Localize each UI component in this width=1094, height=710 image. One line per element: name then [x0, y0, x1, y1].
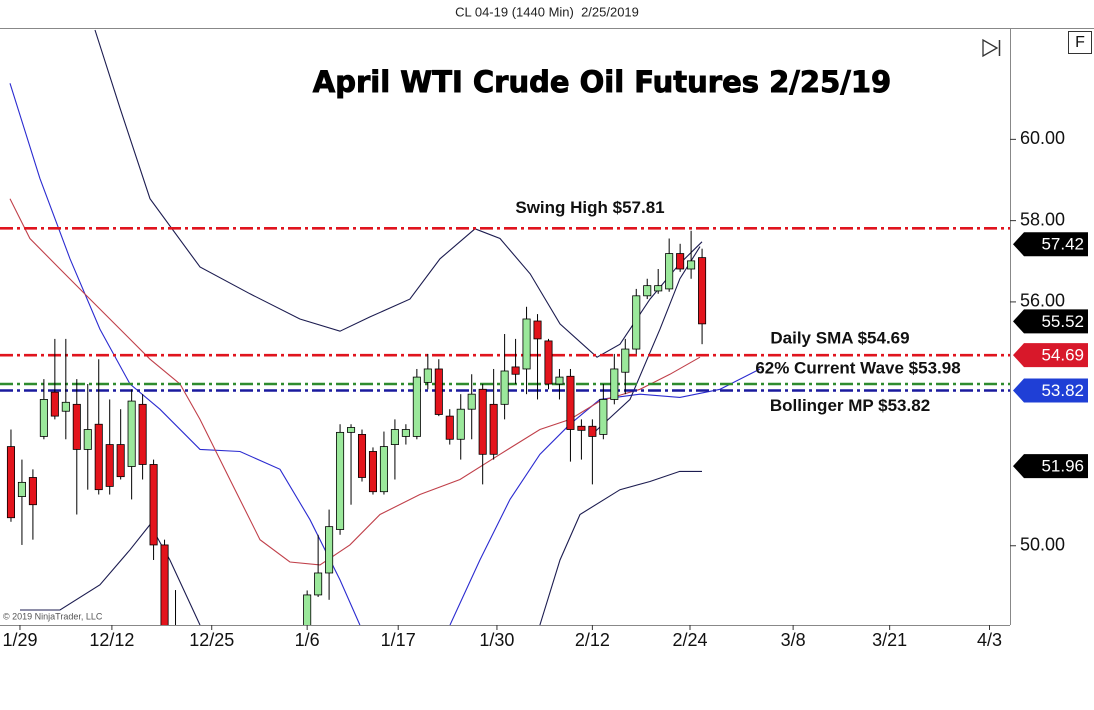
candle-body: [511, 366, 520, 375]
candle-body: [544, 340, 553, 385]
candle-body: [72, 403, 81, 450]
level-label: Daily SMA $54.69: [770, 329, 909, 348]
x-tick-label: 3/21: [872, 630, 907, 650]
candle-body: [577, 425, 586, 431]
candle-body: [566, 375, 575, 430]
candle-body: [654, 285, 663, 292]
price-badge: [1013, 378, 1088, 403]
price-badge: [1013, 343, 1088, 368]
play-triangle[interactable]: [982, 38, 999, 58]
y-tick-label: 50.00: [1020, 535, 1065, 555]
price-badge-label: 57.42: [1041, 235, 1084, 254]
f-button-label[interactable]: F: [1075, 34, 1085, 51]
x-tick-label: 1/29: [2, 630, 37, 650]
candle-body: [665, 253, 674, 290]
chart-title: April WTI Crude Oil Futures 2/25/19: [313, 65, 891, 99]
candle-body: [456, 408, 465, 440]
y-tick-label: 60.00: [1020, 128, 1065, 148]
candle-body: [368, 451, 377, 493]
candle-body: [6, 446, 15, 519]
candle-body: [127, 400, 136, 467]
x-tick-label: 12/25: [189, 630, 234, 650]
candle-body: [467, 393, 476, 410]
candle-body: [390, 429, 399, 445]
x-tick-label: 2/12: [575, 630, 610, 650]
price-badge-label: 54.69: [1041, 346, 1084, 365]
candle-body: [500, 370, 509, 405]
x-tick-label: 3/8: [781, 630, 806, 650]
level-label: Bollinger MP $53.82: [770, 396, 930, 415]
indicator-line: [539, 470, 702, 625]
candle-body: [555, 376, 564, 385]
candle-body: [698, 257, 707, 325]
candle-body: [588, 425, 597, 437]
candle-body: [533, 320, 542, 340]
y-tick-label: 56.00: [1020, 291, 1065, 311]
window-header: CL 04-19 (1440 Min) 2/25/2019: [455, 4, 639, 19]
candle-body: [445, 415, 454, 440]
candle-body: [379, 446, 388, 493]
candle-body: [149, 464, 158, 546]
price-badge-label: 55.52: [1041, 312, 1084, 331]
x-tick-label: 2/24: [672, 630, 707, 650]
candle-body: [676, 253, 685, 270]
candle-body: [643, 285, 652, 297]
copyright: © 2019 NinjaTrader, LLC: [3, 611, 103, 621]
price-badge: [1013, 232, 1088, 257]
indicator-line: [9, 83, 361, 625]
candle-body: [489, 403, 498, 455]
y-tick-label: 58.00: [1020, 209, 1065, 229]
price-badge-label: 51.96: [1041, 457, 1084, 476]
x-tick-label: 1/30: [479, 630, 514, 650]
candle-body: [83, 429, 92, 450]
candle-body: [325, 526, 334, 574]
x-tick-label: 1/6: [295, 630, 320, 650]
indicator-line: [94, 29, 703, 358]
candle-body: [347, 427, 356, 433]
candle-body: [94, 423, 103, 491]
x-tick-label: 12/12: [89, 630, 134, 650]
candle-body: [610, 368, 619, 400]
x-tick-label: 1/17: [381, 630, 416, 650]
candle-body: [621, 348, 630, 373]
f-button[interactable]: [1068, 31, 1092, 54]
candle-body: [632, 295, 641, 350]
candle-body: [61, 401, 70, 412]
plot-area: [0, 29, 1010, 625]
level-label: Swing High $57.81: [515, 198, 664, 217]
candle-body: [314, 572, 323, 596]
candle-body: [39, 399, 48, 437]
price-badge: [1013, 309, 1088, 334]
candle-body: [50, 391, 59, 417]
candle-body: [401, 429, 410, 437]
candle-body: [478, 388, 487, 455]
candle-body: [303, 594, 312, 625]
indicator-line: [594, 246, 701, 433]
candle-body: [357, 433, 367, 478]
indicator-line: [449, 368, 761, 625]
candle-body: [434, 368, 443, 415]
candle-body: [412, 376, 421, 437]
candle-body: [28, 477, 37, 506]
price-badge: [1013, 454, 1088, 479]
play-icon[interactable]: [982, 38, 1001, 58]
candle-body: [522, 318, 531, 370]
candle-body: [423, 368, 432, 383]
candle-body: [336, 431, 345, 530]
candle-body: [599, 399, 608, 435]
candle-body: [138, 403, 147, 465]
indicator-line: [9, 198, 701, 566]
candle-body: [105, 444, 114, 487]
candle-body: [116, 444, 125, 478]
x-tick-label: 4/3: [977, 630, 1002, 650]
candle-body: [687, 260, 696, 270]
candle-body: [17, 481, 26, 497]
candle-body: [160, 544, 169, 625]
indicator-line: [20, 523, 201, 625]
price-badge-label: 53.82: [1041, 381, 1084, 400]
level-label: 62% Current Wave $53.98: [755, 358, 960, 377]
